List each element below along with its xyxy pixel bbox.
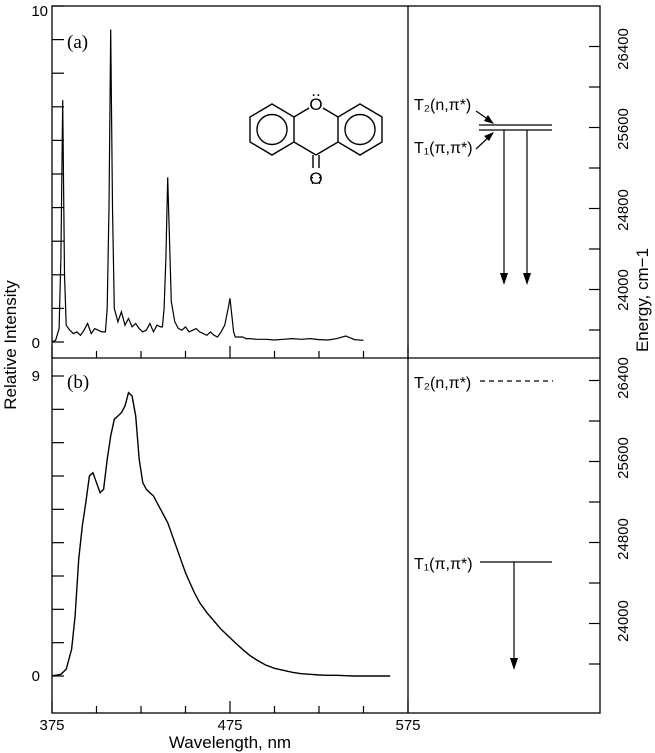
plot-frame bbox=[51, 5, 601, 714]
panel-a-y-ticks bbox=[52, 5, 64, 343]
energy-b-label-24000: 24000 bbox=[615, 600, 632, 642]
phosphorescence-spectrum-b bbox=[51, 391, 391, 677]
xanthone-structure bbox=[249, 103, 383, 168]
bond-left-to-carbonyl bbox=[293, 141, 317, 156]
panel-b-energy-ticks bbox=[589, 379, 600, 665]
panel-a-label: (a) bbox=[67, 32, 88, 53]
panel-b-ymin-label: 0 bbox=[32, 668, 40, 685]
carbonyl-oxygen-lone-pairs: : : bbox=[311, 172, 322, 187]
x-tick-label-575: 575 bbox=[395, 717, 420, 734]
bond-left-to-ring-o bbox=[293, 107, 310, 118]
energy-diagram-a: T₂(n,π*) T₁(π,π*) bbox=[414, 97, 552, 285]
energy-a-label-24000: 24000 bbox=[615, 269, 632, 311]
bond-ring-o-to-right bbox=[322, 107, 339, 118]
energy-a-label-25600: 25600 bbox=[615, 108, 632, 150]
energy-a-label-24800: 24800 bbox=[615, 189, 632, 231]
bond-carbonyl-to-right bbox=[315, 141, 339, 156]
emission-arrowhead-2 bbox=[523, 273, 531, 285]
panel-a-ymin-label: 0 bbox=[32, 335, 40, 352]
panel-b-ymax-label: 9 bbox=[32, 368, 40, 385]
panel-b-y-ticks bbox=[52, 375, 64, 677]
y-axis-title: Relative Intensity bbox=[1, 280, 20, 410]
x-axis-title: Wavelength, nm bbox=[169, 733, 291, 752]
energy-b-label-26400: 26400 bbox=[615, 357, 632, 399]
ring-oxygen-lone-pairs: .. bbox=[311, 81, 320, 100]
emission-arrowhead-1 bbox=[500, 273, 508, 285]
energy-diagram-b: T₂(n,π*) T₁(π,π*) bbox=[414, 375, 553, 670]
t1-label-b: T₁(π,π*) bbox=[414, 556, 473, 573]
right-ring-aromatic-circle bbox=[344, 113, 376, 146]
phosphorescence-spectrum-a bbox=[51, 29, 364, 343]
panel-b-label: (b) bbox=[67, 372, 89, 393]
energy-b-label-25600: 25600 bbox=[615, 437, 632, 479]
x-axis-ticks bbox=[51, 346, 409, 713]
emission-arrowhead-b bbox=[510, 658, 518, 670]
t2-pointer-arrowhead bbox=[484, 115, 494, 124]
t1-label-a: T₁(π,π*) bbox=[414, 140, 473, 157]
ring-oxygen-atom: O bbox=[309, 95, 322, 114]
panel-a-ymax-label: 10 bbox=[31, 3, 48, 20]
x-tick-label-375: 375 bbox=[39, 717, 64, 734]
carbonyl-oxygen-atom: O bbox=[309, 169, 322, 188]
left-ring-aromatic-circle bbox=[256, 113, 288, 146]
t2-label-a: T₂(n,π*) bbox=[414, 97, 471, 114]
t2-label-b: T₂(n,π*) bbox=[414, 375, 471, 392]
t1-pointer-arrowhead bbox=[484, 132, 494, 141]
energy-b-label-24800: 24800 bbox=[615, 518, 632, 560]
energy-a-label-26400: 26400 bbox=[615, 28, 632, 70]
x-tick-label-475: 475 bbox=[217, 717, 242, 734]
energy-axis-title: Energy, cm−1 bbox=[633, 248, 652, 352]
panel-a-energy-ticks bbox=[589, 45, 600, 331]
